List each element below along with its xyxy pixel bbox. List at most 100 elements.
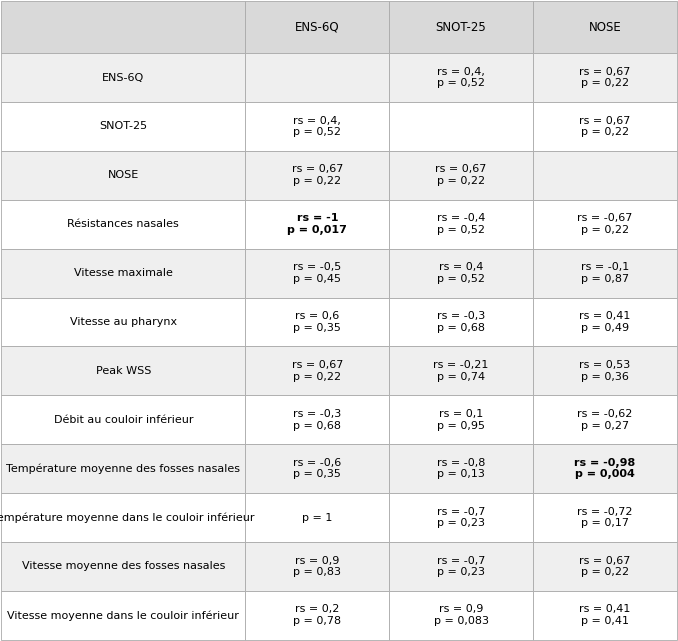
Text: rs = 0,67
p = 0,22: rs = 0,67 p = 0,22 — [579, 67, 631, 88]
Text: Débit au couloir inférieur: Débit au couloir inférieur — [54, 415, 193, 425]
Bar — [533, 200, 677, 249]
Bar — [245, 1, 389, 53]
Bar — [389, 591, 533, 640]
Text: rs = 0,41
p = 0,49: rs = 0,41 p = 0,49 — [579, 311, 631, 333]
Text: rs = -0,72
p = 0,17: rs = -0,72 p = 0,17 — [577, 506, 633, 528]
Bar — [245, 395, 389, 444]
Text: rs = -0,4
p = 0,52: rs = -0,4 p = 0,52 — [437, 213, 485, 235]
Bar — [389, 53, 533, 102]
Bar — [389, 249, 533, 297]
Text: rs = 0,67
p = 0,22: rs = 0,67 p = 0,22 — [292, 360, 343, 381]
Bar — [533, 444, 677, 493]
Text: Température moyenne dans le couloir inférieur: Température moyenne dans le couloir infé… — [0, 512, 255, 523]
Text: rs = 0,4
p = 0,52: rs = 0,4 p = 0,52 — [437, 262, 485, 284]
Bar — [389, 542, 533, 591]
Text: rs = -0,6
p = 0,35: rs = -0,6 p = 0,35 — [293, 458, 342, 479]
Bar — [533, 591, 677, 640]
Text: Résistances nasales: Résistances nasales — [68, 219, 179, 229]
Text: rs = 0,67
p = 0,22: rs = 0,67 p = 0,22 — [579, 556, 631, 577]
Bar — [1, 395, 245, 444]
Text: Vitesse au pharynx: Vitesse au pharynx — [70, 317, 177, 327]
Bar — [245, 493, 389, 542]
Bar — [389, 1, 533, 53]
Bar — [245, 346, 389, 395]
Text: rs = 0,41
p = 0,41: rs = 0,41 p = 0,41 — [579, 604, 631, 626]
Bar — [1, 346, 245, 395]
Text: rs = 0,9
p = 0,083: rs = 0,9 p = 0,083 — [433, 604, 489, 626]
Bar — [1, 151, 245, 200]
Bar — [389, 444, 533, 493]
Text: rs = -0,21
p = 0,74: rs = -0,21 p = 0,74 — [433, 360, 489, 381]
Bar — [245, 200, 389, 249]
Bar — [533, 53, 677, 102]
Bar — [389, 200, 533, 249]
Text: rs = 0,4,
p = 0,52: rs = 0,4, p = 0,52 — [437, 67, 485, 88]
Text: rs = -0,7
p = 0,23: rs = -0,7 p = 0,23 — [437, 556, 485, 577]
Text: Peak WSS: Peak WSS — [96, 366, 151, 376]
Bar — [1, 542, 245, 591]
Text: ENS-6Q: ENS-6Q — [102, 72, 144, 83]
Bar — [389, 395, 533, 444]
Bar — [245, 249, 389, 297]
Bar — [389, 297, 533, 346]
Bar — [1, 1, 245, 53]
Text: rs = 0,1
p = 0,95: rs = 0,1 p = 0,95 — [437, 409, 485, 431]
Bar — [245, 53, 389, 102]
Bar — [245, 102, 389, 151]
Bar — [533, 249, 677, 297]
Bar — [533, 151, 677, 200]
Text: rs = 0,2
p = 0,78: rs = 0,2 p = 0,78 — [293, 604, 341, 626]
Bar — [1, 249, 245, 297]
Bar — [1, 200, 245, 249]
Text: rs = -0,98
p = 0,004: rs = -0,98 p = 0,004 — [574, 458, 635, 479]
Text: rs = -0,67
p = 0,22: rs = -0,67 p = 0,22 — [577, 213, 633, 235]
Text: Vitesse moyenne des fosses nasales: Vitesse moyenne des fosses nasales — [22, 562, 225, 571]
Text: rs = 0,6
p = 0,35: rs = 0,6 p = 0,35 — [294, 311, 341, 333]
Text: rs = 0,67
p = 0,22: rs = 0,67 p = 0,22 — [579, 115, 631, 137]
Text: ENS-6Q: ENS-6Q — [295, 21, 340, 34]
Bar — [1, 591, 245, 640]
Text: rs = -0,7
p = 0,23: rs = -0,7 p = 0,23 — [437, 506, 485, 528]
Text: rs = 0,67
p = 0,22: rs = 0,67 p = 0,22 — [435, 165, 487, 186]
Text: p = 1: p = 1 — [302, 513, 332, 522]
Bar — [533, 1, 677, 53]
Bar — [389, 151, 533, 200]
Text: rs = -0,1
p = 0,87: rs = -0,1 p = 0,87 — [580, 262, 629, 284]
Bar — [533, 102, 677, 151]
Text: rs = -0,3
p = 0,68: rs = -0,3 p = 0,68 — [437, 311, 485, 333]
Bar — [245, 297, 389, 346]
Bar — [1, 493, 245, 542]
Bar — [533, 346, 677, 395]
Text: rs = -0,3
p = 0,68: rs = -0,3 p = 0,68 — [293, 409, 342, 431]
Bar — [1, 53, 245, 102]
Bar — [533, 395, 677, 444]
Text: rs = 0,53
p = 0,36: rs = 0,53 p = 0,36 — [579, 360, 631, 381]
Text: NOSE: NOSE — [589, 21, 621, 34]
Text: rs = -0,8
p = 0,13: rs = -0,8 p = 0,13 — [437, 458, 485, 479]
Text: Vitesse moyenne dans le couloir inférieur: Vitesse moyenne dans le couloir inférieu… — [7, 610, 239, 620]
Text: rs = 0,9
p = 0,83: rs = 0,9 p = 0,83 — [294, 556, 341, 577]
Bar — [533, 493, 677, 542]
Bar — [1, 444, 245, 493]
Bar — [389, 346, 533, 395]
Bar — [1, 297, 245, 346]
Bar — [389, 493, 533, 542]
Text: rs = -1
p = 0,017: rs = -1 p = 0,017 — [287, 213, 347, 235]
Text: NOSE: NOSE — [108, 171, 139, 180]
Bar — [533, 542, 677, 591]
Bar — [245, 591, 389, 640]
Text: rs = 0,4,
p = 0,52: rs = 0,4, p = 0,52 — [294, 115, 341, 137]
Text: SNOT-25: SNOT-25 — [436, 21, 486, 34]
Bar — [245, 542, 389, 591]
Text: rs = -0,5
p = 0,45: rs = -0,5 p = 0,45 — [293, 262, 342, 284]
Text: Vitesse maximale: Vitesse maximale — [74, 268, 173, 278]
Text: SNOT-25: SNOT-25 — [99, 121, 147, 131]
Text: rs = -0,62
p = 0,27: rs = -0,62 p = 0,27 — [577, 409, 633, 431]
Bar — [245, 444, 389, 493]
Bar — [245, 151, 389, 200]
Bar — [389, 102, 533, 151]
Text: rs = 0,67
p = 0,22: rs = 0,67 p = 0,22 — [292, 165, 343, 186]
Bar — [533, 297, 677, 346]
Bar — [1, 102, 245, 151]
Text: Température moyenne des fosses nasales: Température moyenne des fosses nasales — [6, 463, 241, 474]
